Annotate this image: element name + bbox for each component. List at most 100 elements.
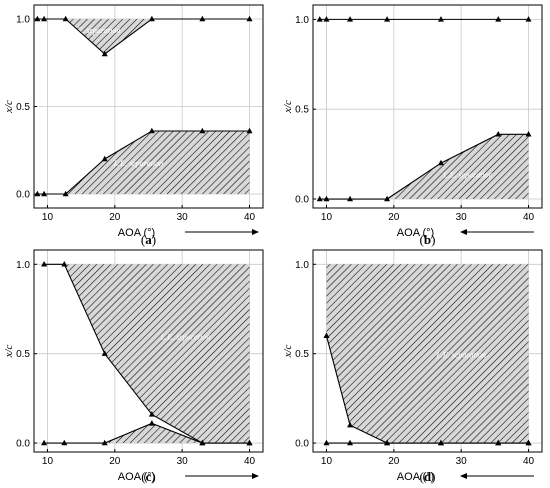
- data-point: [41, 190, 48, 197]
- data-point: [323, 16, 330, 22]
- x-tick-label: 10: [321, 212, 333, 223]
- chart-panel-d: L.E. separation 10 20 30 40 0.0 0.5 1.0 x/c AOA (…: [282, 249, 543, 484]
- data-point: [384, 195, 391, 202]
- x-tick-label: 30: [456, 456, 468, 467]
- data-point: [347, 421, 354, 428]
- x-tick-label: 30: [177, 212, 189, 223]
- data-point: [101, 50, 108, 57]
- data-point: [525, 131, 532, 137]
- x-tick-label: 20: [109, 212, 121, 223]
- panel-caption: (b): [420, 232, 436, 247]
- y-axis-label: x/c: [3, 344, 15, 358]
- y-axis-label: x/c: [282, 344, 294, 358]
- x-tick-label: 30: [456, 212, 468, 223]
- data-point: [148, 420, 155, 426]
- hatched-region: [326, 264, 529, 444]
- data-point: [62, 190, 69, 197]
- data-point: [34, 15, 41, 22]
- x-tick-label: 40: [244, 212, 256, 223]
- region-label: L.E. separation: [435, 350, 486, 359]
- y-tick-label: 1.0: [295, 15, 309, 26]
- data-point: [316, 195, 323, 202]
- data-point: [62, 15, 69, 22]
- chart-panel-b: L.E. separation 10 20 30 40 0.0 0.5 1.0 x/c AOA (…: [282, 4, 543, 247]
- data-point: [199, 439, 206, 446]
- data-point: [437, 16, 444, 22]
- x-tick-label: 10: [321, 456, 333, 467]
- data-point: [41, 261, 48, 267]
- data-point: [347, 195, 354, 202]
- panel-caption: (a): [141, 232, 156, 247]
- data-point: [34, 190, 41, 197]
- hatched-region: [65, 19, 152, 54]
- hatched-region: [104, 423, 203, 444]
- data-point: [61, 439, 68, 446]
- x-tick-label: 20: [109, 456, 121, 467]
- x-tick-label: 30: [177, 456, 189, 467]
- panel-caption: (c): [141, 469, 155, 484]
- data-point: [384, 439, 391, 446]
- arrow-head-icon: [460, 229, 467, 235]
- data-point: [525, 16, 532, 22]
- y-tick-label: 1.0: [16, 260, 30, 271]
- y-tick-label: 0.5: [16, 349, 30, 360]
- x-axis-label: AOA (°): [118, 227, 155, 239]
- data-point: [347, 439, 354, 446]
- data-point: [347, 16, 354, 22]
- data-point: [199, 127, 206, 134]
- plot-frame: [33, 249, 264, 453]
- data-point: [437, 439, 444, 446]
- data-point: [148, 15, 155, 22]
- data-point: [101, 350, 108, 356]
- chart-panel-a: T.E. separation L.E. separation 10 20 30 40 0.…: [3, 4, 264, 247]
- data-point: [525, 439, 532, 446]
- region-label: L.E. separation: [442, 170, 493, 179]
- data-point: [437, 159, 444, 166]
- x-axis-label: AOA (°): [118, 471, 155, 483]
- data-point: [323, 195, 330, 202]
- y-tick-label: 1.0: [16, 15, 30, 26]
- arrow-head-icon: [252, 229, 259, 235]
- y-tick-label: 0.0: [16, 190, 30, 201]
- chart-panel-c: L.E. separation 10 20 30 40 0.0 0.5 1.0 x/c AOA (…: [3, 249, 264, 484]
- data-point: [323, 439, 330, 446]
- data-point: [246, 439, 253, 446]
- plot-frame: [312, 4, 543, 209]
- x-tick-label: 40: [523, 456, 535, 467]
- data-point: [101, 155, 108, 162]
- data-point: [495, 16, 502, 22]
- data-point: [323, 332, 330, 339]
- data-point: [148, 127, 155, 134]
- hatched-region: [65, 131, 250, 194]
- y-tick-label: 0.5: [16, 102, 30, 113]
- hatched-region: [64, 264, 250, 444]
- data-point: [316, 16, 323, 22]
- y-tick-label: 0.0: [295, 195, 309, 206]
- region-label: T.E. separation: [71, 26, 120, 35]
- data-point: [41, 439, 48, 446]
- y-tick-label: 0.0: [16, 439, 30, 450]
- panel-caption: (d): [420, 469, 436, 484]
- y-axis-label: x/c: [3, 100, 15, 114]
- region-label: L.E. separation: [113, 159, 164, 168]
- x-tick-label: 20: [388, 212, 400, 223]
- data-point: [495, 131, 502, 137]
- x-tick-label: 10: [42, 212, 54, 223]
- region-label: L.E. separation: [160, 332, 211, 341]
- x-tick-label: 10: [42, 456, 54, 467]
- data-point: [101, 439, 108, 446]
- y-tick-label: 0.0: [295, 439, 309, 450]
- data-point: [199, 15, 206, 22]
- arrow-head-icon: [460, 473, 467, 479]
- x-axis-label: AOA (°): [397, 227, 434, 239]
- arrow-head-icon: [252, 473, 259, 479]
- data-point: [495, 439, 502, 446]
- y-tick-label: 0.5: [295, 105, 309, 116]
- plot-frame: [312, 249, 543, 453]
- data-point: [61, 261, 68, 267]
- data-point: [384, 16, 391, 22]
- y-tick-label: 0.5: [295, 349, 309, 360]
- x-axis-label: AOA (°): [397, 471, 434, 483]
- series-line: [44, 422, 250, 444]
- data-point: [246, 127, 253, 134]
